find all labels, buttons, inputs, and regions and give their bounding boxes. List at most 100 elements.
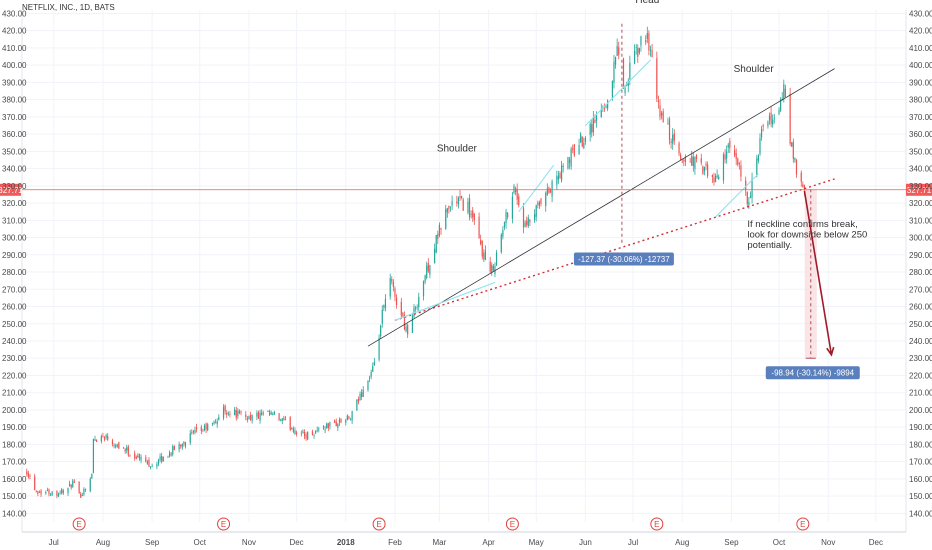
candle-body	[411, 315, 414, 333]
candle	[473, 212, 475, 226]
left-price-axis[interactable]: 140.00 150.00 160.00 170.00 180.00 190.00 200.…	[2, 9, 27, 518]
measure-2-badge-bg	[765, 366, 860, 380]
candle-body	[656, 58, 658, 99]
candle	[680, 152, 682, 161]
x-tick-label: Sep	[724, 538, 739, 547]
candle	[192, 430, 195, 435]
candle-body	[791, 142, 793, 147]
candle-body	[751, 178, 753, 198]
candle	[411, 312, 414, 334]
candle-body	[570, 148, 572, 167]
candle-body	[405, 326, 407, 332]
candle-body	[613, 61, 615, 83]
candle	[649, 45, 652, 57]
candle-body	[113, 445, 115, 447]
candle-body	[795, 159, 798, 175]
candle	[556, 170, 558, 191]
candle	[394, 286, 396, 302]
candle	[392, 279, 394, 292]
x-tick-label: Aug	[675, 538, 689, 547]
candle	[346, 414, 348, 421]
y-tick-label-right: 220.00	[909, 371, 932, 380]
candle-body	[351, 411, 353, 421]
earnings-marker[interactable]: E	[217, 517, 231, 531]
candle	[403, 311, 406, 331]
candle-body	[689, 161, 691, 163]
right-price-axis[interactable]: 140.00 150.00 160.00 170.00 180.00 190.00 200.…	[909, 9, 932, 518]
candle-body	[83, 489, 85, 495]
candle	[251, 414, 253, 424]
y-tick-label-right: 380.00	[909, 96, 932, 105]
candle-body	[237, 410, 239, 417]
candle	[789, 87, 791, 147]
candle-body	[192, 431, 195, 433]
candle-body	[305, 434, 307, 439]
candle-body	[356, 399, 358, 411]
earnings-marker[interactable]: E	[650, 517, 664, 531]
candle	[40, 489, 42, 498]
candle-body	[762, 125, 764, 127]
candle	[413, 304, 415, 319]
candle	[105, 433, 107, 440]
candle-body	[370, 371, 372, 377]
candle-body	[200, 426, 202, 431]
candle-body	[735, 153, 737, 159]
earnings-marker[interactable]: E	[372, 517, 386, 531]
candle-body	[107, 435, 109, 440]
time-axis[interactable]: Jul Aug Sep Oct Nov Dec 2018 Feb Mar Apr May Jun Jul…	[22, 531, 906, 547]
channel-1	[394, 281, 496, 321]
candle-body	[567, 157, 569, 169]
candle	[180, 444, 182, 449]
trend-line	[367, 68, 835, 347]
candle-body	[645, 40, 647, 43]
earnings-marker[interactable]: E	[505, 517, 519, 531]
candle-body	[518, 196, 520, 206]
earnings-marker[interactable]: E	[796, 517, 810, 531]
candle-body	[307, 431, 309, 440]
y-tick-label-left: 220.00	[2, 371, 27, 380]
candle-body	[324, 429, 326, 431]
candle-body	[170, 453, 172, 456]
candle-body	[416, 307, 418, 308]
last-price-tag-right[interactable]: 327.71	[906, 183, 932, 196]
candle	[283, 415, 285, 421]
candle-body	[240, 411, 242, 413]
candle	[37, 490, 39, 497]
candle-body	[391, 278, 393, 282]
grid	[21, 10, 907, 532]
earnings-marker[interactable]: E	[72, 517, 86, 531]
candle	[780, 97, 782, 113]
candle	[514, 186, 517, 196]
candle-body	[127, 446, 129, 456]
candle	[362, 386, 364, 397]
candle-body	[748, 201, 750, 206]
drawings	[367, 23, 835, 359]
candle-body	[470, 214, 472, 215]
candle	[395, 294, 398, 309]
candle	[457, 196, 460, 209]
candle-body	[157, 459, 160, 464]
candle	[116, 443, 118, 448]
candle	[770, 106, 772, 128]
candle-body	[184, 442, 187, 447]
last-price-tag-left[interactable]: 327.71	[0, 183, 23, 196]
x-tick-label: 2018	[337, 538, 355, 547]
candle	[307, 431, 309, 441]
candle	[494, 262, 496, 278]
candle	[162, 456, 164, 462]
candle	[489, 256, 491, 274]
candle	[484, 245, 487, 261]
candle-body	[181, 444, 183, 448]
candle	[372, 362, 374, 372]
candle-body	[740, 165, 742, 177]
candle	[634, 44, 636, 65]
candle-body	[218, 417, 220, 420]
earnings-marker-circle	[796, 517, 810, 531]
note-line: potentially.	[747, 240, 792, 251]
candle	[573, 143, 575, 158]
candle	[191, 429, 193, 435]
candle-body	[318, 428, 320, 430]
x-tick-label: Nov	[242, 538, 256, 547]
